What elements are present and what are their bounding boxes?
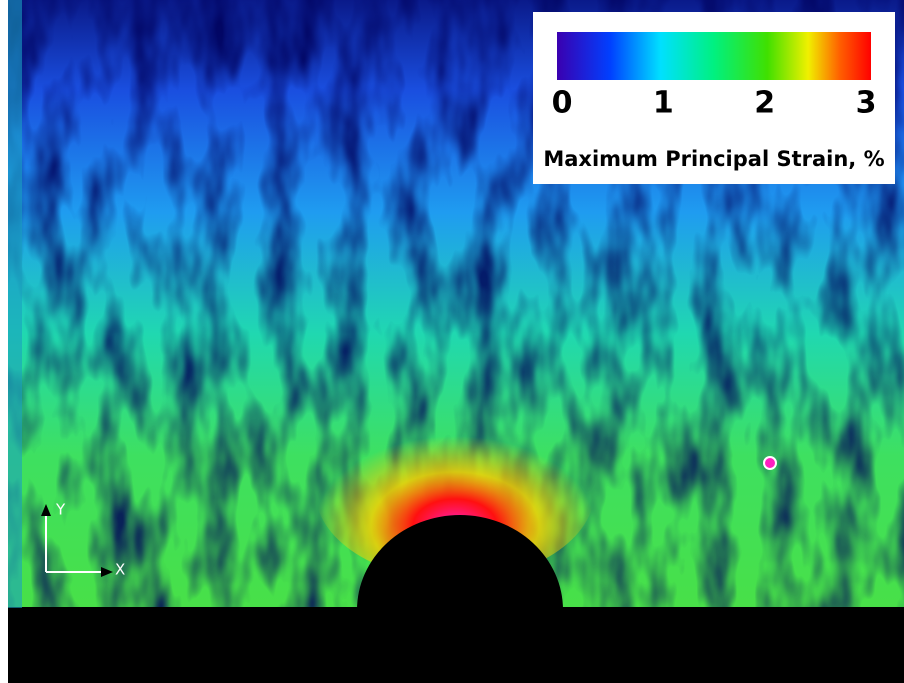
colorbar-tick-label: 1 — [653, 86, 674, 121]
bottom-mask — [8, 607, 904, 683]
y-label: Y — [55, 501, 66, 519]
axis-triad: Y X — [41, 501, 125, 579]
colorbar-tick-label: 0 — [552, 86, 573, 121]
colorbar-tick-label: 3 — [856, 86, 877, 121]
colorbar-legend: Maximum Principal Strain, % 0 1 2 3 — [533, 12, 895, 184]
y-arrow-head — [41, 504, 51, 516]
hot-zone — [315, 400, 595, 580]
colorbar-label: Maximum Principal Strain, % — [543, 147, 884, 171]
hot-spot — [763, 456, 777, 470]
left-edge — [8, 0, 22, 608]
colorbar — [557, 32, 871, 80]
x-label: X — [115, 561, 125, 579]
x-arrow-head — [101, 567, 113, 577]
colorbar-tick-label: 2 — [754, 86, 775, 121]
hole — [357, 515, 563, 610]
